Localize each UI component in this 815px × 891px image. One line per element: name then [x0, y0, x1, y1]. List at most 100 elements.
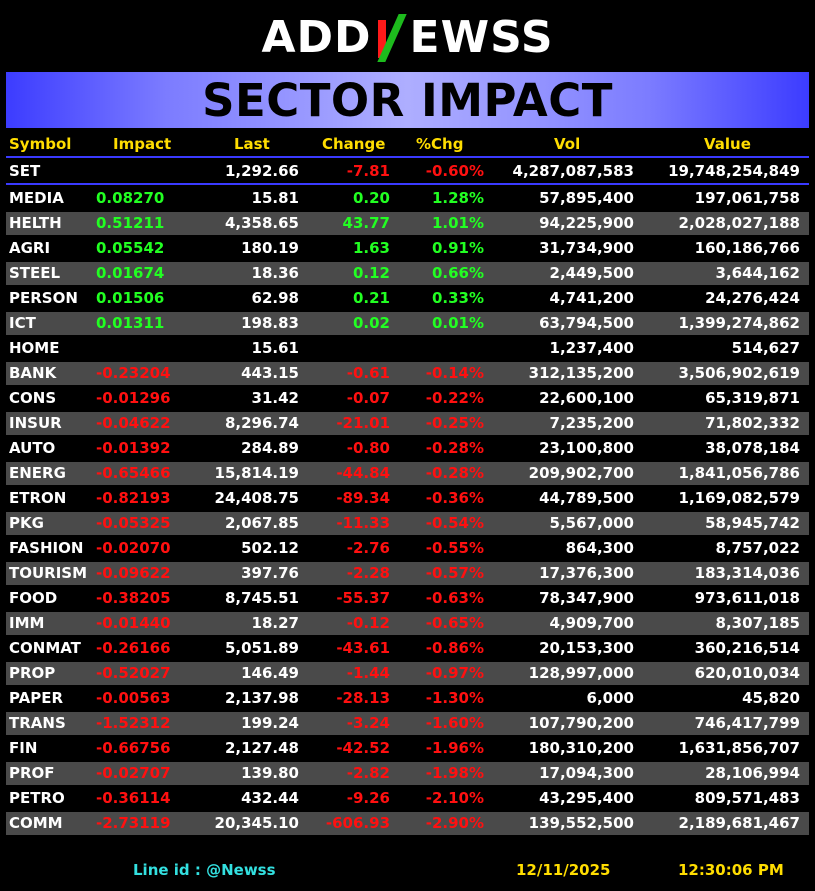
header-symbol: Symbol: [9, 135, 72, 153]
cell-pct: -0.57%: [425, 564, 484, 582]
table-row: ICT 0.01311 198.83 0.02 0.01% 63,794,500 1,399…: [6, 312, 809, 335]
cell-pct: -0.22%: [425, 389, 484, 407]
cell-impact: 0.01674: [96, 264, 165, 282]
cell-impact: -0.66756: [96, 739, 171, 757]
cell-value: 360,216,514: [694, 639, 800, 657]
header-change: Change: [322, 135, 386, 153]
cell-value: 160,186,766: [694, 239, 800, 257]
table-row: INSUR -0.04622 8,296.74 -21.01 -0.25% 7,235,2…: [6, 412, 809, 435]
cell-pct: -0.63%: [425, 589, 484, 607]
header-impact: Impact: [113, 135, 172, 153]
cell-last: 15.81: [251, 189, 299, 207]
cell-value: 58,945,742: [705, 514, 800, 532]
cell-symbol: FOOD: [9, 589, 58, 607]
cell-impact: -0.00563: [96, 689, 171, 707]
cell-impact: -0.82193: [96, 489, 171, 507]
cell-value: 514,627: [731, 339, 800, 357]
cell-last: 20,345.10: [214, 814, 299, 832]
cell-symbol: TOURISM: [9, 564, 88, 582]
cell-value: 71,802,332: [705, 414, 800, 432]
cell-last: 24,408.75: [214, 489, 299, 507]
cell-change: 0.12: [352, 264, 390, 282]
cell-vol: 4,741,200: [549, 289, 634, 307]
table-row: CONMAT -0.26166 5,051.89 -43.61 -0.86% 20,153…: [6, 637, 809, 660]
cell-impact: -0.01296: [96, 389, 171, 407]
cell-vol: 2,449,500: [549, 264, 634, 282]
header-vol: Vol: [554, 135, 581, 153]
table-row: PETRO -0.36114 432.44 -9.26 -2.10% 43,295,400…: [6, 787, 809, 810]
cell-value: 1,399,274,862: [678, 314, 800, 332]
cell-symbol: CONMAT: [9, 639, 81, 657]
cell-symbol: CONS: [9, 389, 57, 407]
cell-vol: 94,225,900: [539, 214, 634, 232]
cell-last: 2,067.85: [224, 514, 299, 532]
cell-change: -89.34: [336, 489, 390, 507]
cell-symbol: PERSON: [9, 289, 78, 307]
header-pct: %Chg: [416, 135, 464, 153]
index-value: 19,748,254,849: [668, 162, 800, 180]
table-row: MEDIA 0.08270 15.81 0.20 1.28% 57,895,400 197,…: [6, 187, 809, 210]
table-row: AUTO -0.01392 284.89 -0.80 -0.28% 23,100,800 3…: [6, 437, 809, 460]
cell-last: 62.98: [251, 289, 299, 307]
cell-value: 3,644,162: [715, 264, 800, 282]
cell-symbol: PKG: [9, 514, 44, 532]
cell-symbol: AGRI: [9, 239, 51, 257]
cell-value: 620,010,034: [694, 664, 800, 682]
cell-vol: 180,310,200: [528, 739, 634, 757]
cell-last: 432.44: [241, 789, 299, 807]
table-row: FOOD -0.38205 8,745.51 -55.37 -0.63% 78,347,9…: [6, 587, 809, 610]
cell-last: 15.61: [251, 339, 299, 357]
cell-last: 180.19: [241, 239, 299, 257]
index-last: 1,292.66: [224, 162, 299, 180]
cell-symbol: PAPER: [9, 689, 64, 707]
footer-time: 12:30:06 PM: [678, 861, 784, 879]
cell-pct: -0.65%: [425, 614, 484, 632]
cell-vol: 6,000: [586, 689, 634, 707]
cell-pct: -1.30%: [425, 689, 484, 707]
cell-vol: 128,997,000: [528, 664, 634, 682]
header-last: Last: [234, 135, 270, 153]
cell-last: 2,137.98: [224, 689, 299, 707]
cell-symbol: MEDIA: [9, 189, 64, 207]
table-row: HELTH 0.51211 4,358.65 43.77 1.01% 94,225,900…: [6, 212, 809, 235]
cell-impact: -2.73119: [96, 814, 171, 832]
cell-change: -11.33: [336, 514, 390, 532]
cell-value: 197,061,758: [694, 189, 800, 207]
cell-value: 973,611,018: [694, 589, 800, 607]
cell-last: 8,745.51: [224, 589, 299, 607]
cell-impact: -0.26166: [96, 639, 171, 657]
cell-symbol: AUTO: [9, 439, 56, 457]
cell-pct: -0.36%: [425, 489, 484, 507]
cell-pct: 0.01%: [431, 314, 484, 332]
cell-symbol: INSUR: [9, 414, 62, 432]
cell-impact: -0.09622: [96, 564, 171, 582]
cell-value: 8,757,022: [715, 539, 800, 557]
index-row-set: SET 1,292.66 -7.81 -0.60% 4,287,087,583 …: [6, 160, 809, 183]
cell-value: 1,841,056,786: [678, 464, 800, 482]
cell-change: -42.52: [336, 739, 390, 757]
cell-vol: 17,376,300: [539, 564, 634, 582]
table-row: TRANS -1.52312 199.24 -3.24 -1.60% 107,790,20…: [6, 712, 809, 735]
cell-change: -2.28: [346, 564, 390, 582]
cell-change: -0.61: [346, 364, 390, 382]
cell-value: 1,631,856,707: [678, 739, 800, 757]
cell-pct: -0.86%: [425, 639, 484, 657]
logo-prefix: ADD: [261, 11, 372, 63]
cell-change: 1.63: [352, 239, 390, 257]
cell-change: -43.61: [336, 639, 390, 657]
cell-last: 199.24: [241, 714, 299, 732]
cell-pct: 0.91%: [431, 239, 484, 257]
cell-pct: -0.28%: [425, 464, 484, 482]
table-row: ENERG -0.65466 15,814.19 -44.84 -0.28% 209,90…: [6, 462, 809, 485]
table-row: BANK -0.23204 443.15 -0.61 -0.14% 312,135,200…: [6, 362, 809, 385]
footer-line-id: Line id : @Newss: [133, 861, 276, 879]
cell-value: 38,078,184: [705, 439, 800, 457]
cell-change: 43.77: [342, 214, 390, 232]
cell-last: 443.15: [241, 364, 299, 382]
cell-pct: 1.28%: [431, 189, 484, 207]
cell-impact: -0.02070: [96, 539, 171, 557]
cell-symbol: BANK: [9, 364, 57, 382]
cell-impact: 0.01311: [96, 314, 165, 332]
cell-change: 0.20: [352, 189, 390, 207]
cell-pct: -2.90%: [425, 814, 484, 832]
